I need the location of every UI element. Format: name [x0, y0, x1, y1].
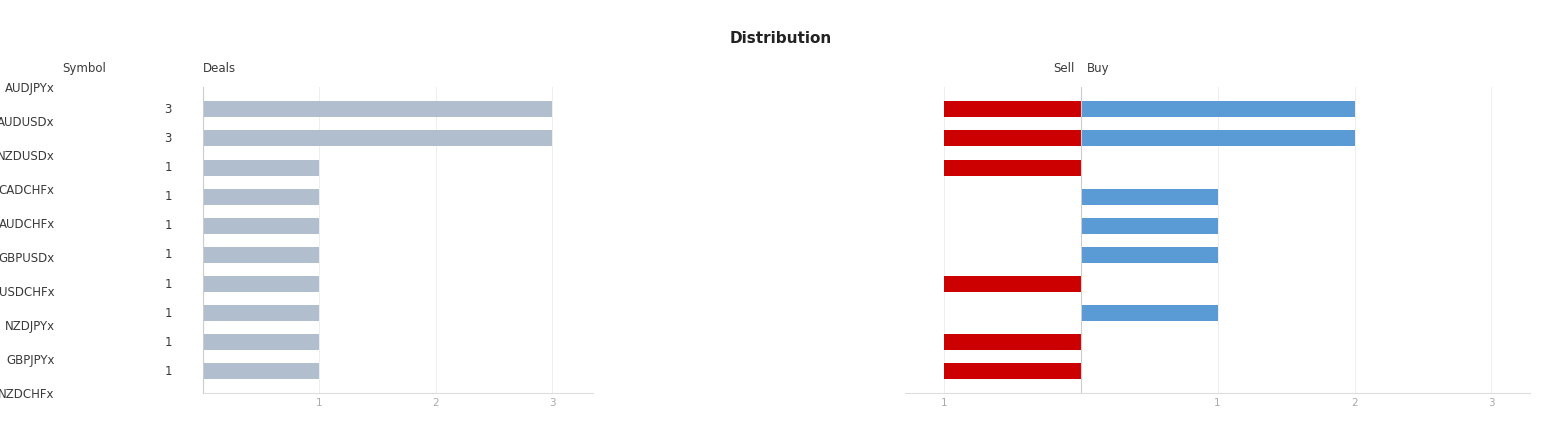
- Text: Distribution: Distribution: [729, 31, 832, 45]
- Bar: [203, 334, 320, 350]
- Text: 1: 1: [164, 190, 172, 203]
- Bar: [203, 247, 320, 263]
- Text: 1: 1: [164, 248, 172, 261]
- Bar: [1080, 130, 1355, 146]
- Text: 3: 3: [164, 103, 172, 116]
- Bar: [203, 364, 320, 379]
- Bar: [203, 305, 320, 321]
- Text: Buy: Buy: [1086, 62, 1110, 75]
- Text: 1: 1: [164, 219, 172, 232]
- Text: Sell: Sell: [1054, 62, 1074, 75]
- Bar: [203, 189, 320, 205]
- Text: 1: 1: [164, 307, 172, 319]
- Text: Symbol: Symbol: [62, 62, 106, 75]
- Bar: [944, 101, 1080, 117]
- Text: 1: 1: [164, 161, 172, 174]
- Bar: [203, 218, 320, 234]
- Text: 1: 1: [164, 336, 172, 349]
- Text: 1: 1: [164, 277, 172, 291]
- Bar: [203, 160, 320, 176]
- Text: 3: 3: [164, 132, 172, 145]
- Bar: [944, 276, 1080, 292]
- Bar: [1080, 247, 1218, 263]
- Bar: [1080, 218, 1218, 234]
- Bar: [1080, 189, 1218, 205]
- Bar: [944, 130, 1080, 146]
- Bar: [944, 364, 1080, 379]
- Text: 1: 1: [164, 365, 172, 378]
- Bar: [203, 130, 553, 146]
- Bar: [944, 160, 1080, 176]
- Bar: [1080, 305, 1218, 321]
- Bar: [203, 276, 320, 292]
- Bar: [944, 334, 1080, 350]
- Bar: [203, 101, 553, 117]
- Text: Deals: Deals: [203, 62, 236, 75]
- Bar: [1080, 101, 1355, 117]
